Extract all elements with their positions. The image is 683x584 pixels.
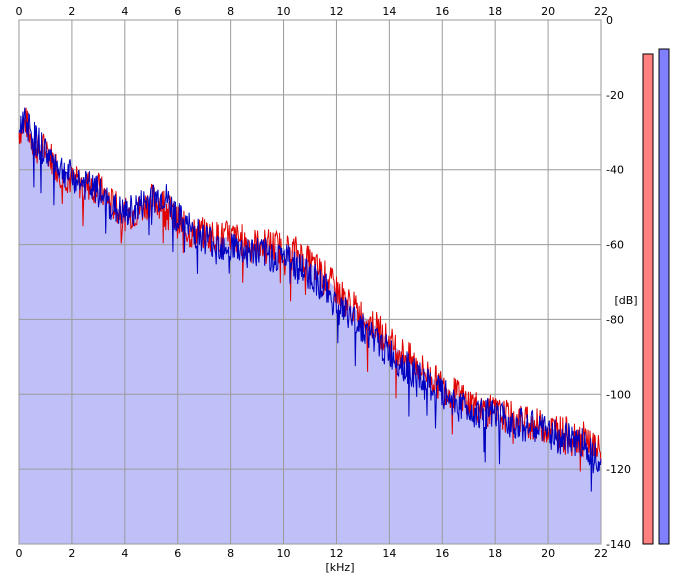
right-channel-series-line: [18, 107, 602, 492]
y-tick-label: -60: [606, 239, 624, 252]
x-tick-label-bottom: 16: [435, 547, 449, 560]
x-tick-label-top: 0: [16, 5, 23, 18]
x-tick-label-top: 4: [121, 5, 128, 18]
x-tick-label-top: 12: [329, 5, 343, 18]
right-channel-level-meter: [658, 48, 670, 545]
x-tick-label-bottom: 4: [121, 547, 128, 560]
x-tick-label-bottom: 12: [329, 547, 343, 560]
x-tick-label-top: 14: [382, 5, 396, 18]
x-tick-label-bottom: 20: [541, 547, 555, 560]
y-tick-label: -140: [606, 538, 631, 551]
y-tick-label: -100: [606, 388, 631, 401]
x-tick-label-bottom: 22: [594, 547, 608, 560]
y-axis-label: [dB]: [614, 294, 637, 307]
x-tick-label-bottom: 8: [227, 547, 234, 560]
x-tick-label-bottom: 2: [68, 547, 75, 560]
y-tick-label: -120: [606, 463, 631, 476]
y-tick-label: -40: [606, 164, 624, 177]
x-tick-label-bottom: 10: [277, 547, 291, 560]
x-tick-label-top: 20: [541, 5, 555, 18]
x-tick-label-top: 6: [174, 5, 181, 18]
x-tick-label-bottom: 0: [16, 547, 23, 560]
x-tick-label-top: 22: [594, 5, 608, 18]
y-tick-label: -80: [606, 313, 624, 326]
x-tick-label-bottom: 6: [174, 547, 181, 560]
x-tick-label-top: 18: [488, 5, 502, 18]
x-tick-label-top: 16: [435, 5, 449, 18]
x-tick-label-top: 10: [277, 5, 291, 18]
x-tick-label-bottom: 14: [382, 547, 396, 560]
y-tick-label: -20: [606, 89, 624, 102]
y-tick-label: 0: [606, 14, 613, 27]
left-channel-series-line: [18, 107, 602, 472]
x-tick-label-top: 8: [227, 5, 234, 18]
left-channel-level-meter: [642, 53, 654, 545]
x-tick-label-top: 2: [68, 5, 75, 18]
x-axis-label: [kHz]: [326, 561, 355, 574]
x-tick-label-bottom: 18: [488, 547, 502, 560]
